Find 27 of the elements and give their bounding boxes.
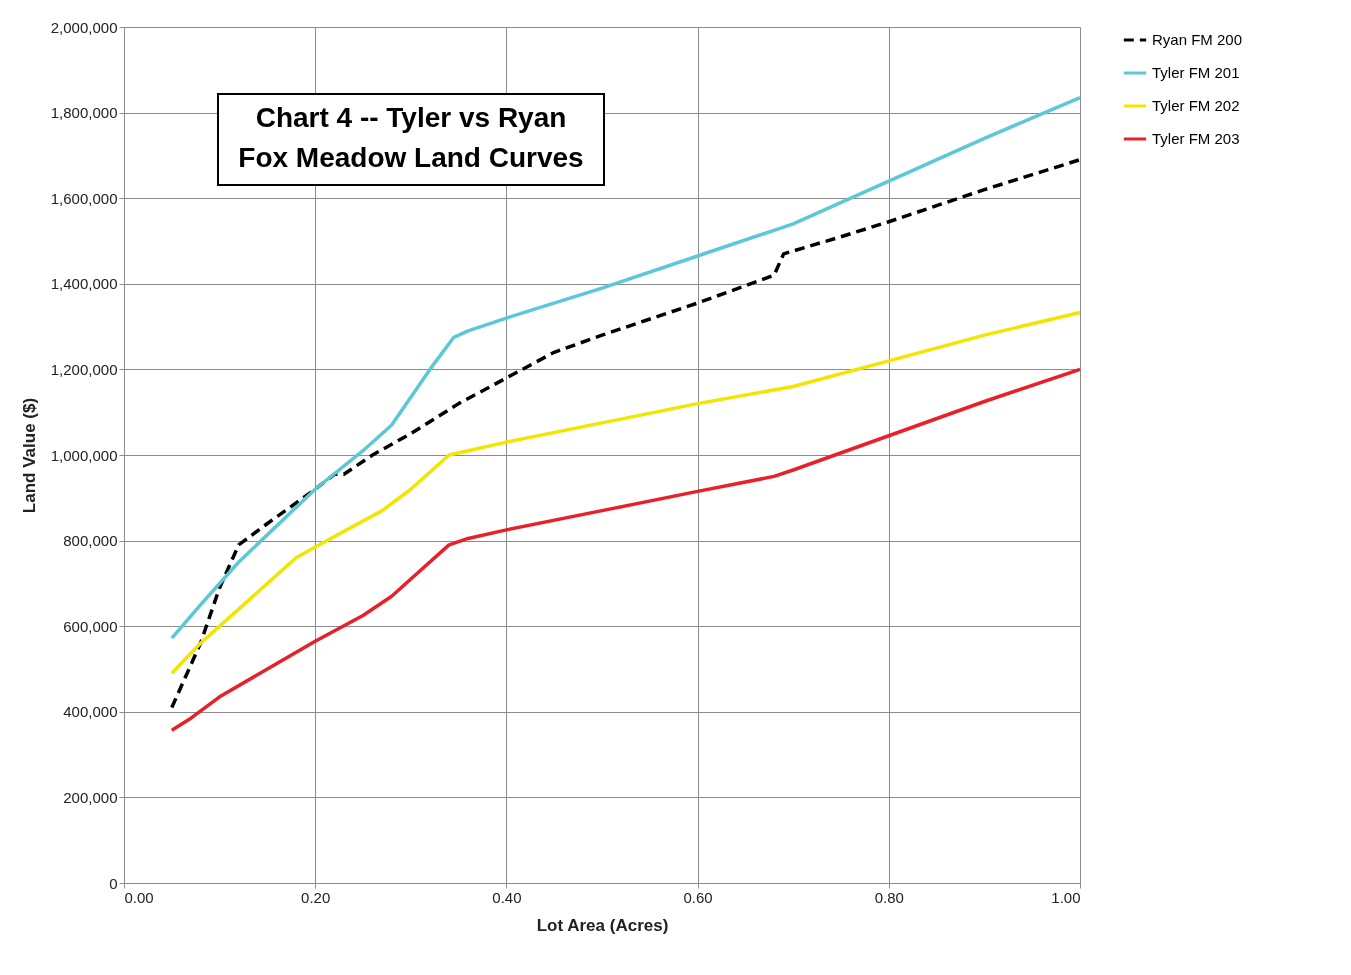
y-tick-label: 200,000 — [63, 788, 118, 806]
y-tick-label: 2,000,000 — [50, 18, 118, 36]
x-tick-label: 0.60 — [683, 888, 713, 906]
y-tick-label: 1,400,000 — [50, 275, 118, 293]
y-tick-label: 400,000 — [63, 703, 118, 721]
x-tick-label: 0.80 — [874, 888, 904, 906]
legend-label: Tyler FM 202 — [1152, 97, 1240, 114]
y-tick-label: 1,600,000 — [50, 189, 118, 207]
y-axis-title: Land Value ($) — [19, 397, 39, 514]
line-series — [170, 95, 1082, 640]
x-tick-label: 0.20 — [301, 888, 331, 906]
x-axis-title: Lot Area (Acres) — [536, 915, 669, 935]
y-tick-label: 600,000 — [63, 617, 118, 635]
text: Chart 4 -- Tyler vs Ryan Fox Meadow Land Curves — [238, 102, 584, 173]
legend-label: Ryan FM 200 — [1152, 31, 1243, 48]
y-tick-label: 1,200,000 — [50, 360, 118, 378]
legend-label: Tyler FM 201 — [1152, 64, 1240, 81]
x-tick-label: 0.40 — [492, 888, 522, 906]
x-tick-label: 1.00 — [1051, 888, 1081, 906]
y-tick-label: 1,000,000 — [50, 446, 118, 464]
y-tick-label: 0 — [109, 874, 118, 892]
y-tick-label: 1,800,000 — [50, 104, 118, 122]
y-tick-label: 800,000 — [63, 532, 118, 550]
line-series — [170, 367, 1082, 732]
line-series — [170, 310, 1082, 676]
legend-label: Tyler FM 203 — [1152, 130, 1240, 147]
x-tick-label: 0.00 — [124, 888, 154, 906]
